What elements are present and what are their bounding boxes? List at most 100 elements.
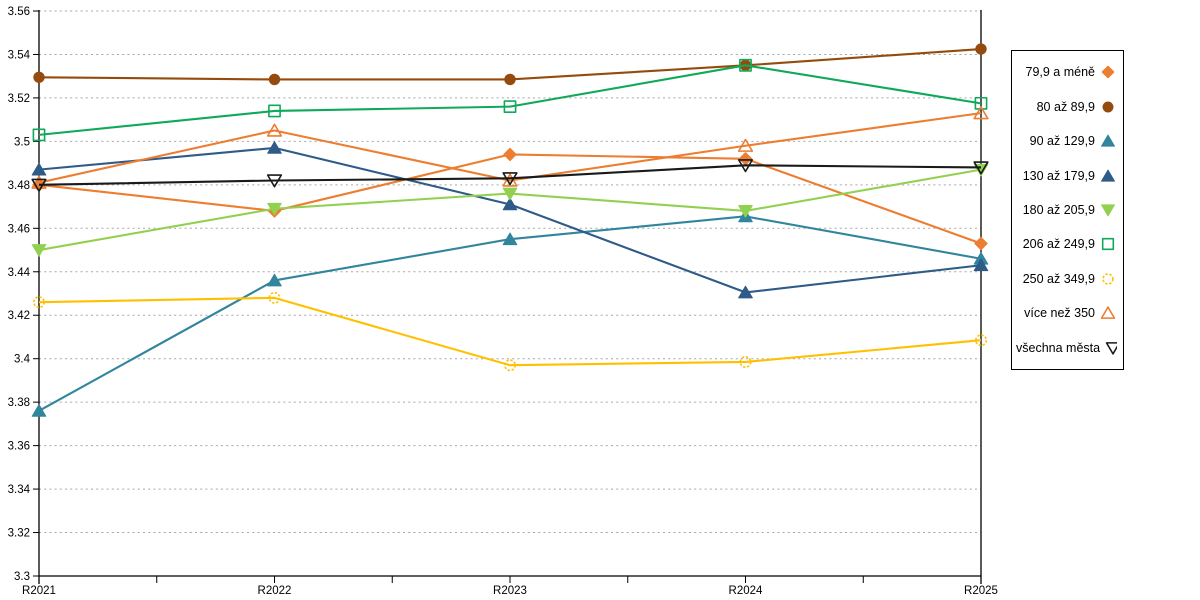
y-tick-label: 3.34 bbox=[8, 484, 31, 496]
legend-item: 79,9 a méně bbox=[1016, 64, 1117, 80]
triangle-down-marker bbox=[267, 202, 282, 216]
triangle-down-marker bbox=[737, 159, 754, 173]
triangle-down-icon bbox=[1105, 341, 1117, 355]
triangle-down-icon bbox=[1101, 204, 1115, 217]
y-tick-label: 3.32 bbox=[8, 528, 30, 540]
circle-marker bbox=[975, 43, 987, 55]
y-tick-label: 3.3 bbox=[14, 571, 30, 583]
square-marker bbox=[739, 58, 752, 72]
square-marker bbox=[1101, 238, 1115, 251]
triangle-down-marker bbox=[973, 161, 989, 175]
triangle-up-icon bbox=[1101, 134, 1115, 147]
square-marker bbox=[974, 96, 988, 110]
legend-item-label: 80 až 89,9 bbox=[1036, 99, 1095, 114]
diamond-icon bbox=[1101, 65, 1115, 79]
legend-item-label: 206 až 249,9 bbox=[1022, 237, 1095, 252]
legend-item: 90 až 129,9 bbox=[1016, 133, 1117, 149]
diamond-marker bbox=[1101, 65, 1115, 79]
triangle-up-marker bbox=[502, 197, 518, 211]
circle-marker bbox=[268, 73, 281, 86]
y-tick-label: 3.48 bbox=[8, 180, 30, 192]
square-marker bbox=[503, 100, 517, 114]
legend-item-label: 180 až 205,9 bbox=[1022, 202, 1095, 217]
legend-item-label: 79,9 a méně bbox=[1025, 65, 1096, 80]
chart-legend: 79,9 a méně 80 až 89,9 90 až 129,9 130 až 1… bbox=[1011, 50, 1124, 370]
x-tick-label: R2021 bbox=[22, 585, 56, 597]
circle-marker bbox=[503, 359, 516, 372]
triangle-up-marker bbox=[31, 162, 47, 176]
square-marker bbox=[32, 128, 46, 142]
legend-item: 180 až 205,9 bbox=[1016, 202, 1117, 218]
y-tick-label: 3.56 bbox=[8, 6, 30, 18]
y-tick-label: 3.36 bbox=[8, 441, 30, 453]
diamond-marker bbox=[503, 147, 517, 162]
legend-item: 206 až 249,9 bbox=[1016, 236, 1117, 252]
circle-marker bbox=[1102, 101, 1114, 113]
triangle-up-marker bbox=[1100, 306, 1116, 320]
diamond-marker bbox=[974, 236, 988, 251]
legend-item-label: více než 350 bbox=[1024, 306, 1095, 321]
triangle-up-marker bbox=[267, 273, 282, 287]
circle-marker bbox=[504, 73, 516, 86]
y-tick-label: 3.54 bbox=[8, 49, 31, 61]
triangle-up-icon bbox=[1101, 169, 1115, 182]
triangle-up-marker bbox=[267, 141, 282, 154]
triangle-up-marker bbox=[1101, 169, 1115, 182]
circle-marker bbox=[32, 296, 45, 309]
triangle-down-marker bbox=[502, 187, 518, 201]
triangle-up-marker bbox=[973, 106, 989, 120]
triangle-up-marker bbox=[31, 175, 47, 189]
series-line bbox=[38, 146, 982, 294]
x-tick-label: R2022 bbox=[258, 585, 292, 597]
x-tick-label: R2025 bbox=[964, 585, 998, 597]
legend-item-label: 130 až 179,9 bbox=[1022, 168, 1095, 183]
triangle-down-marker bbox=[738, 205, 753, 218]
circle-marker bbox=[739, 355, 752, 368]
legend-item: 250 až 349,9 bbox=[1016, 271, 1117, 287]
triangle-up-marker bbox=[1101, 134, 1115, 147]
legend-item: 80 až 89,9 bbox=[1016, 99, 1117, 115]
y-tick-label: 3.46 bbox=[8, 223, 30, 235]
triangle-down-marker bbox=[502, 172, 518, 186]
y-tick-label: 3.42 bbox=[8, 310, 30, 322]
circle-marker bbox=[974, 334, 987, 347]
x-tick-label: R2023 bbox=[493, 585, 527, 597]
x-tick-label: R2024 bbox=[729, 585, 763, 597]
series-line bbox=[38, 164, 982, 186]
series-line bbox=[38, 64, 982, 136]
triangle-up-marker bbox=[502, 232, 518, 246]
y-tick-label: 3.38 bbox=[8, 397, 30, 409]
legend-item-label: 250 až 349,9 bbox=[1022, 271, 1095, 286]
circle-marker bbox=[33, 71, 45, 83]
triangle-up-marker bbox=[31, 404, 47, 417]
circle-icon bbox=[1102, 273, 1114, 285]
y-tick-label: 3.44 bbox=[8, 267, 31, 279]
square-icon bbox=[1101, 238, 1115, 251]
legend-item: 130 až 179,9 bbox=[1016, 168, 1117, 184]
legend-item: všechna města bbox=[1016, 340, 1117, 356]
square-marker bbox=[268, 104, 281, 118]
circle-marker bbox=[268, 291, 281, 304]
line-chart: 3.3 3.32 3.34 3.36 3.38 3.4 3.42 3.44 3.46 3.48 3.… bbox=[8, 6, 998, 597]
triangle-down-marker bbox=[266, 174, 283, 188]
series-line bbox=[38, 215, 982, 412]
circle-icon bbox=[1102, 101, 1114, 113]
triangle-up-marker bbox=[266, 123, 283, 137]
triangle-up-icon bbox=[1100, 306, 1116, 320]
triangle-up-marker bbox=[738, 285, 753, 299]
legend-item-label: 90 až 129,9 bbox=[1029, 134, 1095, 149]
series-line bbox=[38, 296, 982, 367]
triangle-up-marker bbox=[973, 258, 989, 272]
series-line bbox=[38, 112, 982, 184]
triangle-down-marker bbox=[31, 178, 47, 192]
triangle-up-marker bbox=[737, 138, 754, 152]
circle-marker bbox=[1102, 273, 1114, 285]
legend-item: více než 350 bbox=[1016, 305, 1117, 321]
y-tick-label: 3.52 bbox=[8, 93, 30, 105]
legend-item-label: všechna města bbox=[1016, 340, 1101, 355]
y-tick-label: 3.5 bbox=[14, 136, 30, 148]
y-tick-label: 3.4 bbox=[14, 354, 31, 366]
triangle-down-marker bbox=[1101, 204, 1115, 217]
triangle-down-marker bbox=[31, 244, 47, 257]
